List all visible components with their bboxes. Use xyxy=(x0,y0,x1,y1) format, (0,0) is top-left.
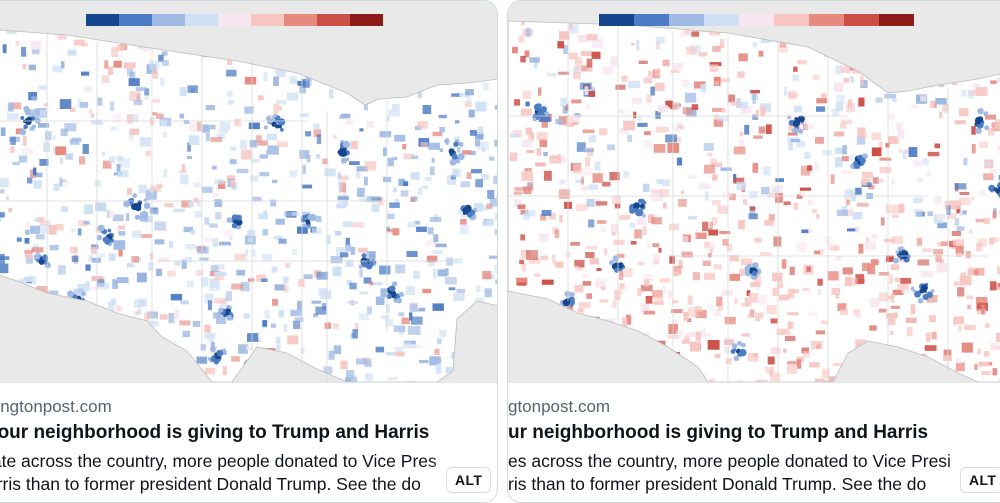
legend-swatch xyxy=(739,14,774,26)
legend-swatch xyxy=(152,14,185,26)
legend-swatch xyxy=(669,14,704,26)
link-title: ur neighborhood is giving to Trump and H… xyxy=(508,422,929,443)
legend-swatch xyxy=(86,14,119,26)
legend-swatch xyxy=(251,14,284,26)
legend-swatch xyxy=(879,14,914,26)
legend-swatch xyxy=(119,14,152,26)
legend-swatch xyxy=(774,14,809,26)
legend-swatch xyxy=(350,14,383,26)
link-card-right[interactable]: gtonpost.com ur neighborhood is giving t… xyxy=(507,0,1000,503)
link-preview-meta-right[interactable]: gtonpost.com ur neighborhood is giving t… xyxy=(508,382,1000,502)
link-domain: gtonpost.com xyxy=(508,397,611,416)
legend-swatch xyxy=(218,14,251,26)
link-description-line-2: arris than to former president Donald Tr… xyxy=(0,474,421,494)
us-landmass xyxy=(508,21,1000,382)
color-legend xyxy=(599,14,914,26)
link-description-line-1: tate across the country, more people don… xyxy=(0,451,437,471)
link-description-line-2: ris than to former president Donald Trum… xyxy=(508,474,927,494)
legend-swatch xyxy=(284,14,317,26)
alt-text-button[interactable]: ALT xyxy=(960,467,1000,493)
link-domain: hingtonpost.com xyxy=(0,397,112,416)
legend-swatch xyxy=(634,14,669,26)
legend-swatch xyxy=(809,14,844,26)
color-legend xyxy=(86,14,383,26)
link-preview-meta-left[interactable]: hingtonpost.com your neighborhood is giv… xyxy=(0,382,497,502)
legend-swatch xyxy=(704,14,739,26)
alt-text-button[interactable]: ALT xyxy=(446,467,492,493)
legend-swatch xyxy=(185,14,218,26)
map-svg-right xyxy=(508,1,1000,382)
us-landmass xyxy=(0,29,497,382)
legend-swatch xyxy=(317,14,350,26)
map-svg-left xyxy=(0,1,497,382)
legend-swatch xyxy=(844,14,879,26)
link-card-left[interactable]: hingtonpost.com your neighborhood is giv… xyxy=(0,0,498,503)
link-description-line-1: es across the country, more people donat… xyxy=(508,451,951,471)
link-title: your neighborhood is giving to Trump and… xyxy=(0,422,430,443)
donations-map-image-right[interactable] xyxy=(508,1,1000,382)
donations-map-image-left[interactable] xyxy=(0,1,497,382)
legend-swatch xyxy=(599,14,634,26)
